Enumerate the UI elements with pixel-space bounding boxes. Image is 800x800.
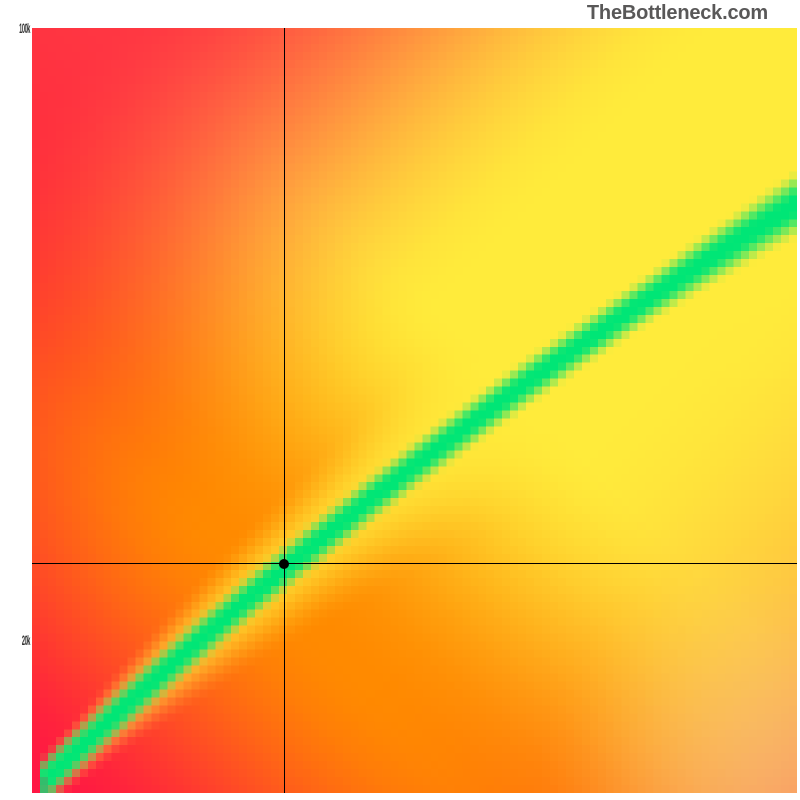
chart-container: { "attribution_text": "TheBottleneck.com… <box>0 0 800 800</box>
crosshair-vertical <box>284 28 285 793</box>
attribution-text: TheBottleneck.com <box>587 2 768 25</box>
bottleneck-heatmap <box>32 28 797 793</box>
marker-point <box>279 559 289 569</box>
crosshair-horizontal <box>32 563 797 564</box>
y-tick-label: 100k <box>19 20 30 36</box>
y-tick-label: 20k <box>22 632 30 648</box>
